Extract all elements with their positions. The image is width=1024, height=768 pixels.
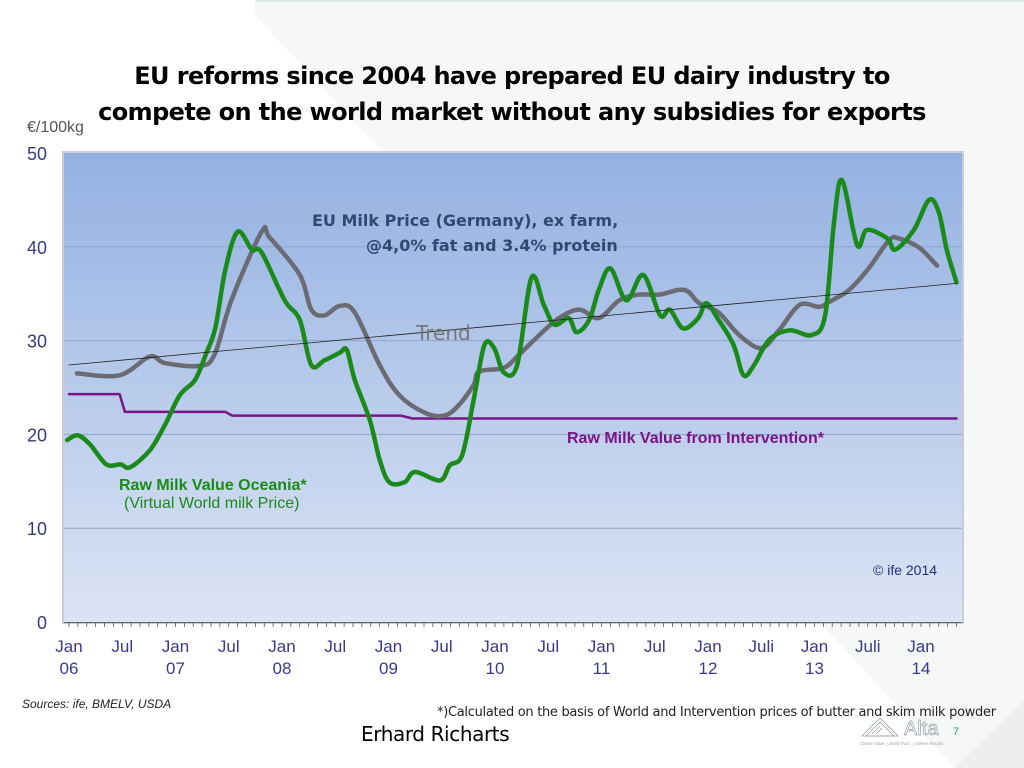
x-tick-label: Jan [162, 637, 189, 656]
slide-title-line-1: EU reforms since 2004 have prepared EU d… [134, 62, 890, 90]
annotation-oceania-line-1: Raw Milk Value Oceania* [119, 477, 307, 494]
y-axis-unit-label: €/100kg [27, 119, 84, 136]
series-trend-line [68, 283, 957, 366]
x-tick-label: Jul [324, 637, 346, 656]
x-tick-label: Juli [748, 637, 774, 656]
x-tick-label: Juli [855, 637, 881, 656]
x-tick-label: Jan [801, 637, 828, 656]
x-tick-label: Jul [431, 637, 453, 656]
x-tick-label-year: 11 [593, 659, 611, 678]
x-tick-label-year: 07 [166, 659, 185, 678]
y-tick-label: 50 [27, 144, 47, 164]
x-tick-label: Jul [537, 637, 559, 656]
x-tick-label-year: 10 [486, 659, 505, 678]
y-tick-label: 10 [27, 519, 47, 539]
x-tick-label-year: 12 [699, 659, 718, 678]
x-tick-label-year: 09 [379, 659, 398, 678]
sources-note: Sources: ife, BMELV, USDA [22, 697, 172, 711]
x-tick-label-year: 13 [805, 659, 824, 678]
y-tick-label: 0 [37, 613, 47, 633]
x-tick-label: Jul [644, 637, 666, 656]
annotation-oceania-line-2: (Virtual World milk Price) [124, 495, 299, 512]
series-oceania-raw-milk-value [64, 177, 959, 487]
y-tick-label: 20 [27, 425, 47, 445]
slide-title-line-2: compete on the world market without any … [98, 98, 926, 126]
x-tick-label: Jan [694, 637, 721, 656]
footnote: *)Calculated on the basis of World and I… [437, 705, 996, 720]
x-tick-label-year: 14 [912, 659, 931, 678]
y-tick-label: 30 [27, 332, 47, 352]
x-tick-label: Jul [218, 637, 240, 656]
logo-mountain-icon [861, 717, 899, 737]
plot-area [64, 153, 962, 622]
y-tick-label: 40 [27, 238, 47, 258]
series-eu-milk-price [74, 224, 940, 419]
x-tick-label: Jan [375, 637, 402, 656]
annotation-copyright: © ife 2014 [873, 562, 937, 578]
annotation-eu-price-line-1: EU Milk Price (Germany), ex farm, [312, 211, 618, 230]
x-tick-label-year: 08 [273, 659, 292, 678]
author-name: Erhard Richarts [361, 722, 510, 746]
series-lines [64, 177, 959, 487]
logo-tagline: Create Value △ Build Trust △ Deliver Res… [860, 741, 944, 746]
x-tick-label: Jul [111, 637, 133, 656]
slide-title: EU reforms since 2004 have prepared EU d… [0, 58, 1024, 130]
x-tick-label: Jan [481, 637, 508, 656]
page-number: 7 [953, 726, 960, 738]
x-axis-ticks: Jan 06 Jul Jan 07 Jul Jan 08 Jul Jan 09 Jul Jan 10 Jul… [55, 622, 962, 678]
series-intervention-raw-milk-value [67, 392, 958, 420]
annotation-eu-price-line-2: @4,0% fat and 3.4% protein [366, 236, 618, 255]
annotation-intervention: Raw Milk Value from Intervention* [567, 430, 825, 447]
logo-text: Alta [904, 718, 939, 740]
x-tick-label: Jan [907, 637, 934, 656]
x-tick-label: Jan [268, 637, 295, 656]
x-tick-label: Jan [55, 637, 82, 656]
x-tick-label: Jan [588, 637, 615, 656]
alta-logo: Alta Create Value △ Build Trust △ Delive… [860, 717, 944, 746]
annotation-trend: Trend [415, 321, 471, 345]
annotations: EU Milk Price (Germany), ex farm, @4,0% … [119, 211, 937, 578]
x-tick-label-year: 06 [60, 659, 79, 678]
y-axis-ticks: 0 10 20 30 40 50 [27, 144, 47, 633]
